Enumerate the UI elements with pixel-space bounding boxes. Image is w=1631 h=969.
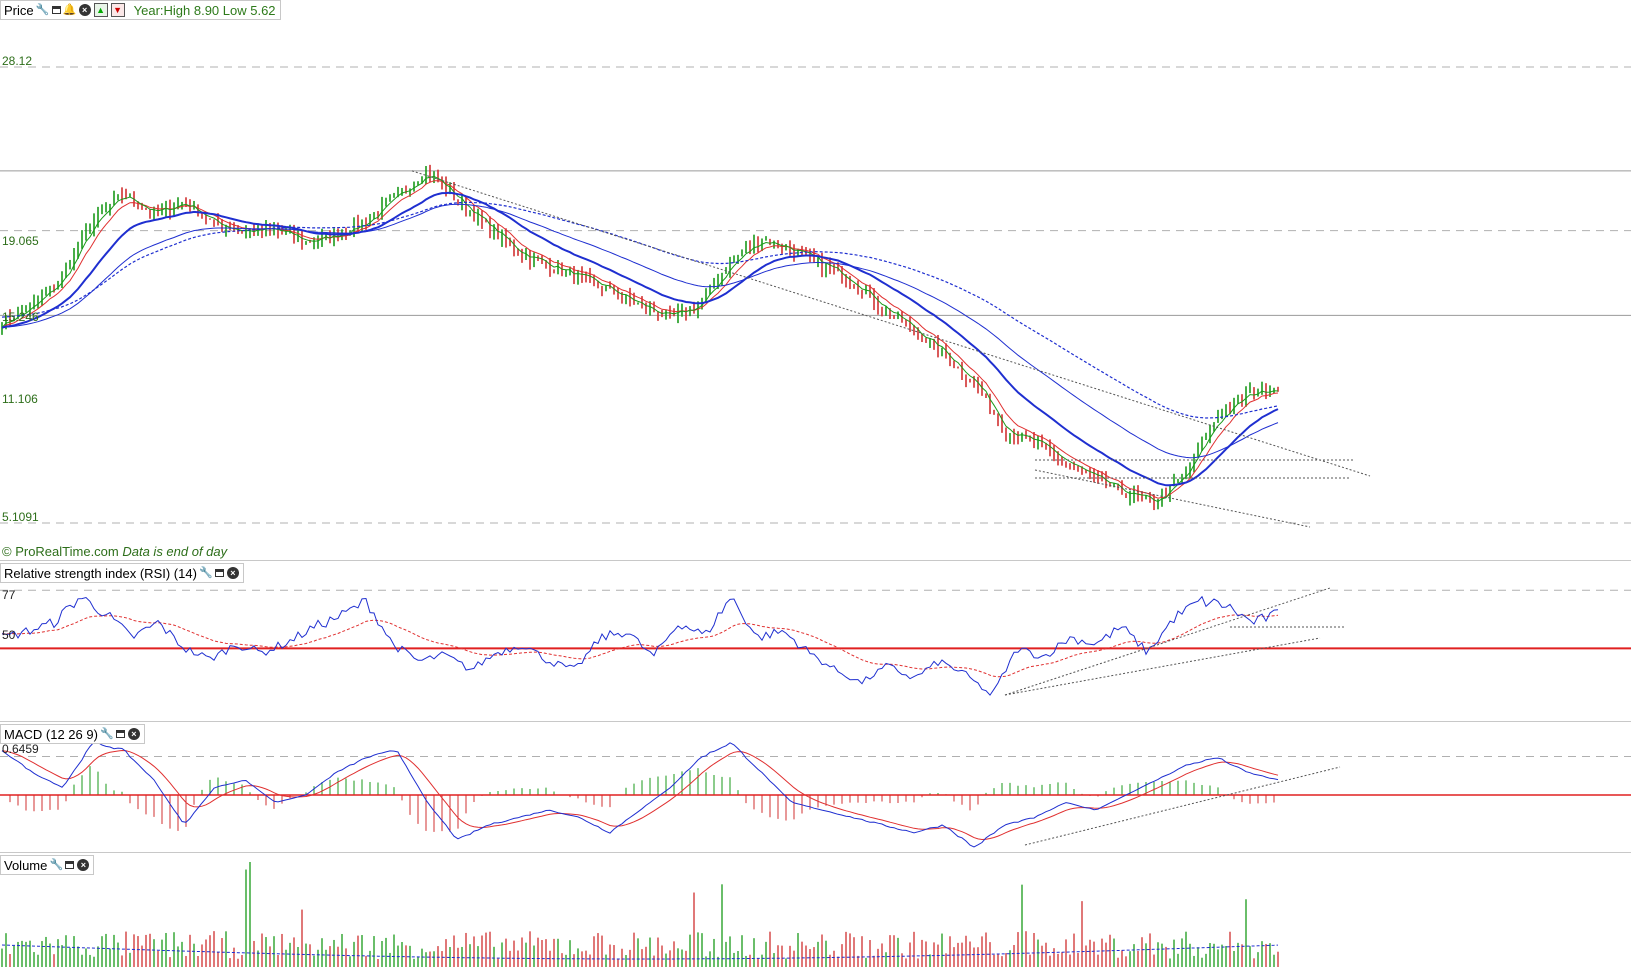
y-tick-label: 15.246 [2, 310, 39, 324]
panel-divider[interactable] [0, 852, 1631, 853]
volume-panel-title: Volume [4, 857, 48, 873]
y-tick-label: 77 [2, 588, 16, 602]
moving-average-blue-thin [1, 203, 1279, 459]
year-high-low: Year:High 8.90 Low 5.62 [133, 2, 276, 18]
volume-chart[interactable] [0, 855, 1631, 969]
moving-average-blue-thick [1, 191, 1279, 487]
y-tick-label: 28.12 [2, 54, 33, 68]
close-icon[interactable]: × [127, 728, 140, 740]
wrench-icon[interactable]: 🔧 [49, 859, 64, 871]
window-icon[interactable] [115, 730, 125, 738]
rsi-chart[interactable] [0, 563, 1631, 721]
macd-signal-line [1, 749, 1279, 841]
y-tick-label: 19.065 [2, 234, 39, 248]
price-panel-title: Price [4, 2, 34, 18]
zoom-in-icon[interactable]: ▲ [93, 3, 108, 17]
credit-note: Data is end of day [122, 544, 228, 559]
data-credit: © ProRealTime.com Data is end of day [2, 544, 227, 559]
rsi-line [1, 595, 1279, 696]
volume-panel-header: Volume 🔧 × [0, 855, 95, 875]
wrench-icon[interactable]: 🔧 [35, 4, 50, 16]
trend-line [1004, 637, 1321, 696]
zoom-out-icon[interactable]: ▼ [110, 3, 125, 17]
wrench-icon[interactable]: 🔧 [199, 567, 213, 579]
y-tick-label: 11.106 [2, 392, 38, 406]
volume-panel[interactable]: Volume 🔧 × [0, 855, 1631, 969]
close-icon[interactable]: × [77, 859, 90, 871]
price-panel[interactable]: Price 🔧 🔔 × ▲ ▼ Year:High 8.90 Low 5.62 … [0, 0, 1631, 560]
macd-panel-header: MACD (12 26 9) 🔧 × [0, 724, 145, 744]
macd-panel-title: MACD (12 26 9) [4, 726, 98, 742]
wrench-icon[interactable]: 🔧 [100, 728, 114, 740]
window-icon[interactable] [65, 861, 75, 869]
trend-line [411, 170, 1371, 477]
price-panel-header: Price 🔧 🔔 × ▲ ▼ Year:High 8.90 Low 5.62 [0, 0, 281, 20]
y-tick-label: 50 [2, 628, 16, 642]
panel-divider[interactable] [0, 560, 1631, 561]
bell-icon[interactable]: 🔔 [62, 4, 77, 16]
y-tick-label: 5.1091 [2, 510, 39, 524]
price-chart[interactable] [0, 0, 1631, 560]
macd-line [1, 741, 1279, 848]
moving-average-green [1, 175, 1279, 503]
macd-panel[interactable]: MACD (12 26 9) 🔧 × 0.6459 [0, 724, 1631, 852]
close-icon[interactable]: × [78, 4, 91, 16]
close-icon[interactable]: × [226, 567, 239, 579]
rsi-panel[interactable]: Relative strength index (RSI) (14) 🔧 × 7… [0, 563, 1631, 721]
window-icon[interactable] [214, 569, 224, 577]
moving-average-blue-dotted [1, 201, 1279, 419]
rsi-signal-line [2, 614, 1279, 678]
rsi-panel-title: Relative strength index (RSI) (14) [4, 565, 197, 581]
macd-chart[interactable] [0, 724, 1631, 852]
volume-average-line [1, 944, 1279, 960]
moving-average-red [1, 180, 1279, 499]
trend-line [1004, 587, 1331, 696]
y-tick-label: 0.6459 [2, 742, 39, 756]
trend-line [1024, 766, 1341, 846]
panel-divider[interactable] [0, 721, 1631, 722]
trend-line [1034, 469, 1311, 528]
credit-site: © ProRealTime.com [2, 544, 119, 559]
window-icon[interactable] [51, 6, 61, 14]
rsi-panel-header: Relative strength index (RSI) (14) 🔧 × [0, 563, 244, 583]
